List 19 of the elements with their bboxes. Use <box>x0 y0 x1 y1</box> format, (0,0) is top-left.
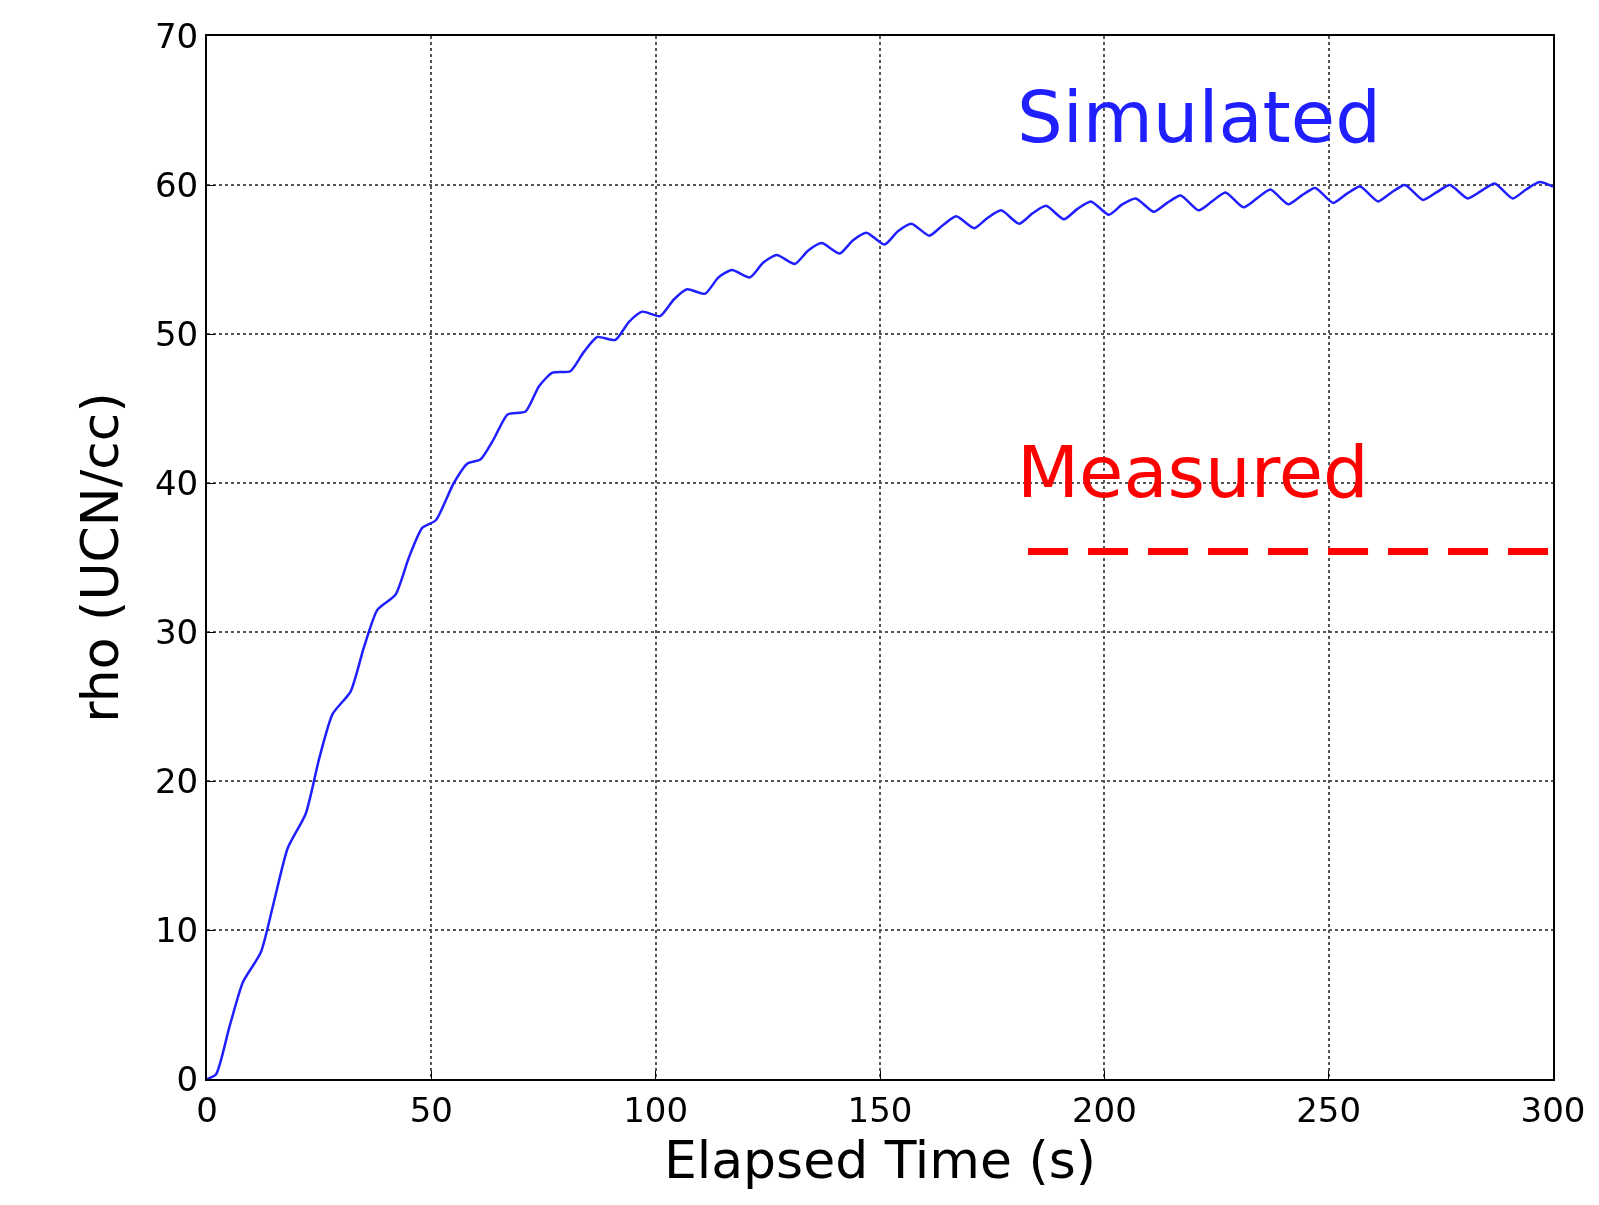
line-series <box>207 180 1553 1079</box>
y-tick-label: 70 <box>154 15 199 56</box>
y-tick-label: 40 <box>154 462 199 503</box>
y-axis-title: rho (UCN/cc) <box>69 392 130 723</box>
series-label: Measured <box>1017 430 1369 514</box>
y-tick-label: 50 <box>154 313 199 354</box>
x-tick-label: 200 <box>1071 1089 1137 1130</box>
x-axis-title: Elapsed Time (s) <box>663 1129 1097 1190</box>
x-tick-label: 150 <box>847 1089 913 1130</box>
x-tick-label: 100 <box>623 1089 689 1130</box>
x-tick-label: 250 <box>1296 1089 1362 1130</box>
series-label: Simulated <box>1017 75 1381 159</box>
x-tick-label: 50 <box>409 1089 453 1130</box>
y-tick-label: 20 <box>154 760 199 801</box>
y-tick-label: 10 <box>154 909 199 950</box>
y-tick-label: 0 <box>176 1058 199 1099</box>
y-tick-label: 60 <box>154 164 199 205</box>
x-tick-label: 300 <box>1520 1089 1586 1130</box>
y-tick-label: 30 <box>154 611 199 652</box>
